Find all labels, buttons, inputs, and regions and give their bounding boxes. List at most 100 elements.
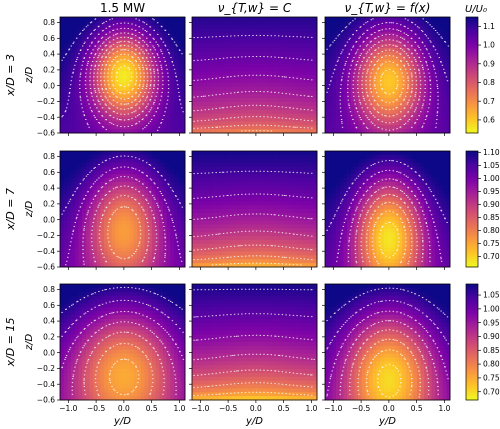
heatmap-cell	[170, 90, 175, 95]
heatmap-cell	[332, 36, 337, 41]
heatmap-cell	[243, 36, 248, 41]
contour-line	[65, 166, 183, 266]
heatmap-cell	[420, 59, 425, 64]
heatmap-cell	[261, 185, 266, 191]
heatmap-cell	[133, 193, 138, 198]
heatmap-cell	[140, 201, 145, 206]
heatmap-cell	[177, 236, 182, 241]
heatmap-cell	[166, 117, 171, 122]
heatmap-cell	[298, 216, 303, 221]
heatmap-cell	[192, 181, 197, 187]
heatmap-cell	[291, 17, 296, 22]
heatmap-cell	[192, 209, 197, 214]
heatmap-cell	[225, 212, 230, 218]
heatmap-cell	[151, 220, 156, 225]
heatmap-cell	[210, 129, 215, 134]
heatmap-cell	[258, 178, 263, 183]
heatmap-cell	[63, 20, 68, 26]
heatmap-cell	[294, 209, 300, 214]
heatmap-cell	[137, 193, 142, 198]
heatmap-cell	[118, 154, 123, 160]
heatmap-cell	[239, 166, 244, 171]
heatmap-cell	[115, 51, 120, 57]
heatmap-cell	[332, 102, 337, 107]
heatmap-cell	[71, 174, 76, 179]
heatmap-cell	[261, 170, 266, 175]
heatmap-cell	[280, 228, 285, 233]
heatmap-cell	[298, 75, 303, 80]
heatmap-cell	[283, 28, 288, 33]
heatmap-cell	[93, 197, 98, 202]
heatmap-cell	[254, 44, 259, 49]
heatmap-cell	[416, 17, 421, 22]
heatmap-cell	[115, 24, 120, 29]
heatmap-cell	[347, 113, 352, 118]
heatmap-cell	[409, 47, 414, 53]
heatmap-cell	[111, 102, 116, 107]
heatmap-cell	[144, 263, 149, 268]
heatmap-cell	[126, 55, 131, 60]
heatmap-cell	[137, 178, 142, 183]
heatmap-cell	[228, 117, 233, 122]
heatmap-cell	[298, 51, 303, 57]
heatmap-cell	[140, 98, 145, 103]
heatmap-cell	[365, 32, 370, 37]
heatmap-cell	[287, 28, 292, 33]
heatmap-cell	[247, 47, 252, 53]
heatmap-cell	[446, 75, 451, 80]
heatmap-cell	[427, 105, 433, 111]
heatmap-cell	[151, 94, 156, 99]
heatmap-cell	[107, 125, 112, 130]
heatmap-cell	[254, 82, 259, 87]
heatmap-cell	[305, 71, 311, 76]
heatmap-cell	[206, 67, 211, 72]
heatmap-cell	[195, 44, 200, 49]
heatmap-cell	[78, 236, 83, 241]
heatmap-cell	[137, 166, 142, 171]
heatmap-cell	[413, 105, 418, 111]
heatmap-cell	[96, 17, 101, 22]
heatmap-cell	[228, 32, 233, 37]
heatmap-cell	[118, 189, 123, 194]
heatmap-cell	[361, 17, 366, 22]
heatmap-cell	[144, 205, 149, 210]
heatmap-cell	[431, 40, 436, 45]
heatmap-cell	[203, 86, 208, 91]
heatmap-cell	[272, 193, 277, 198]
heatmap-cell	[107, 209, 112, 214]
heatmap-cell	[137, 228, 142, 233]
heatmap-cell	[313, 193, 318, 198]
heatmap-cell	[250, 181, 255, 187]
heatmap-cell	[438, 36, 444, 41]
heatmap-cell	[438, 55, 444, 60]
heatmap-cell	[446, 36, 451, 41]
heatmap-cell	[60, 239, 65, 245]
heatmap-cell	[60, 78, 65, 84]
heatmap-cell	[140, 185, 145, 191]
heatmap-cell	[93, 220, 98, 225]
heatmap-cell	[239, 44, 244, 49]
heatmap-cell	[137, 36, 142, 41]
heatmap-cell	[309, 125, 314, 130]
heatmap-cell	[254, 102, 259, 107]
heatmap-cell	[199, 189, 204, 194]
heatmap-cell	[372, 94, 377, 99]
heatmap-cell	[181, 158, 186, 163]
heatmap-cell	[89, 17, 94, 22]
heatmap-cell	[140, 197, 145, 202]
heatmap-cell	[309, 185, 314, 191]
heatmap-cell	[118, 105, 123, 111]
heatmap-cell	[129, 162, 134, 167]
heatmap-cell	[387, 55, 392, 60]
heatmap-cell	[133, 243, 138, 249]
heatmap-cell	[232, 28, 237, 33]
heatmap-cell	[210, 71, 215, 76]
heatmap-cell	[435, 129, 440, 134]
heatmap-cell	[111, 201, 116, 206]
heatmap-cell	[148, 209, 153, 214]
heatmap-cell	[115, 259, 120, 264]
heatmap-cell	[325, 129, 330, 134]
heatmap-cell	[173, 181, 179, 187]
heatmap-cell	[302, 113, 307, 118]
heatmap-cell	[155, 178, 160, 183]
